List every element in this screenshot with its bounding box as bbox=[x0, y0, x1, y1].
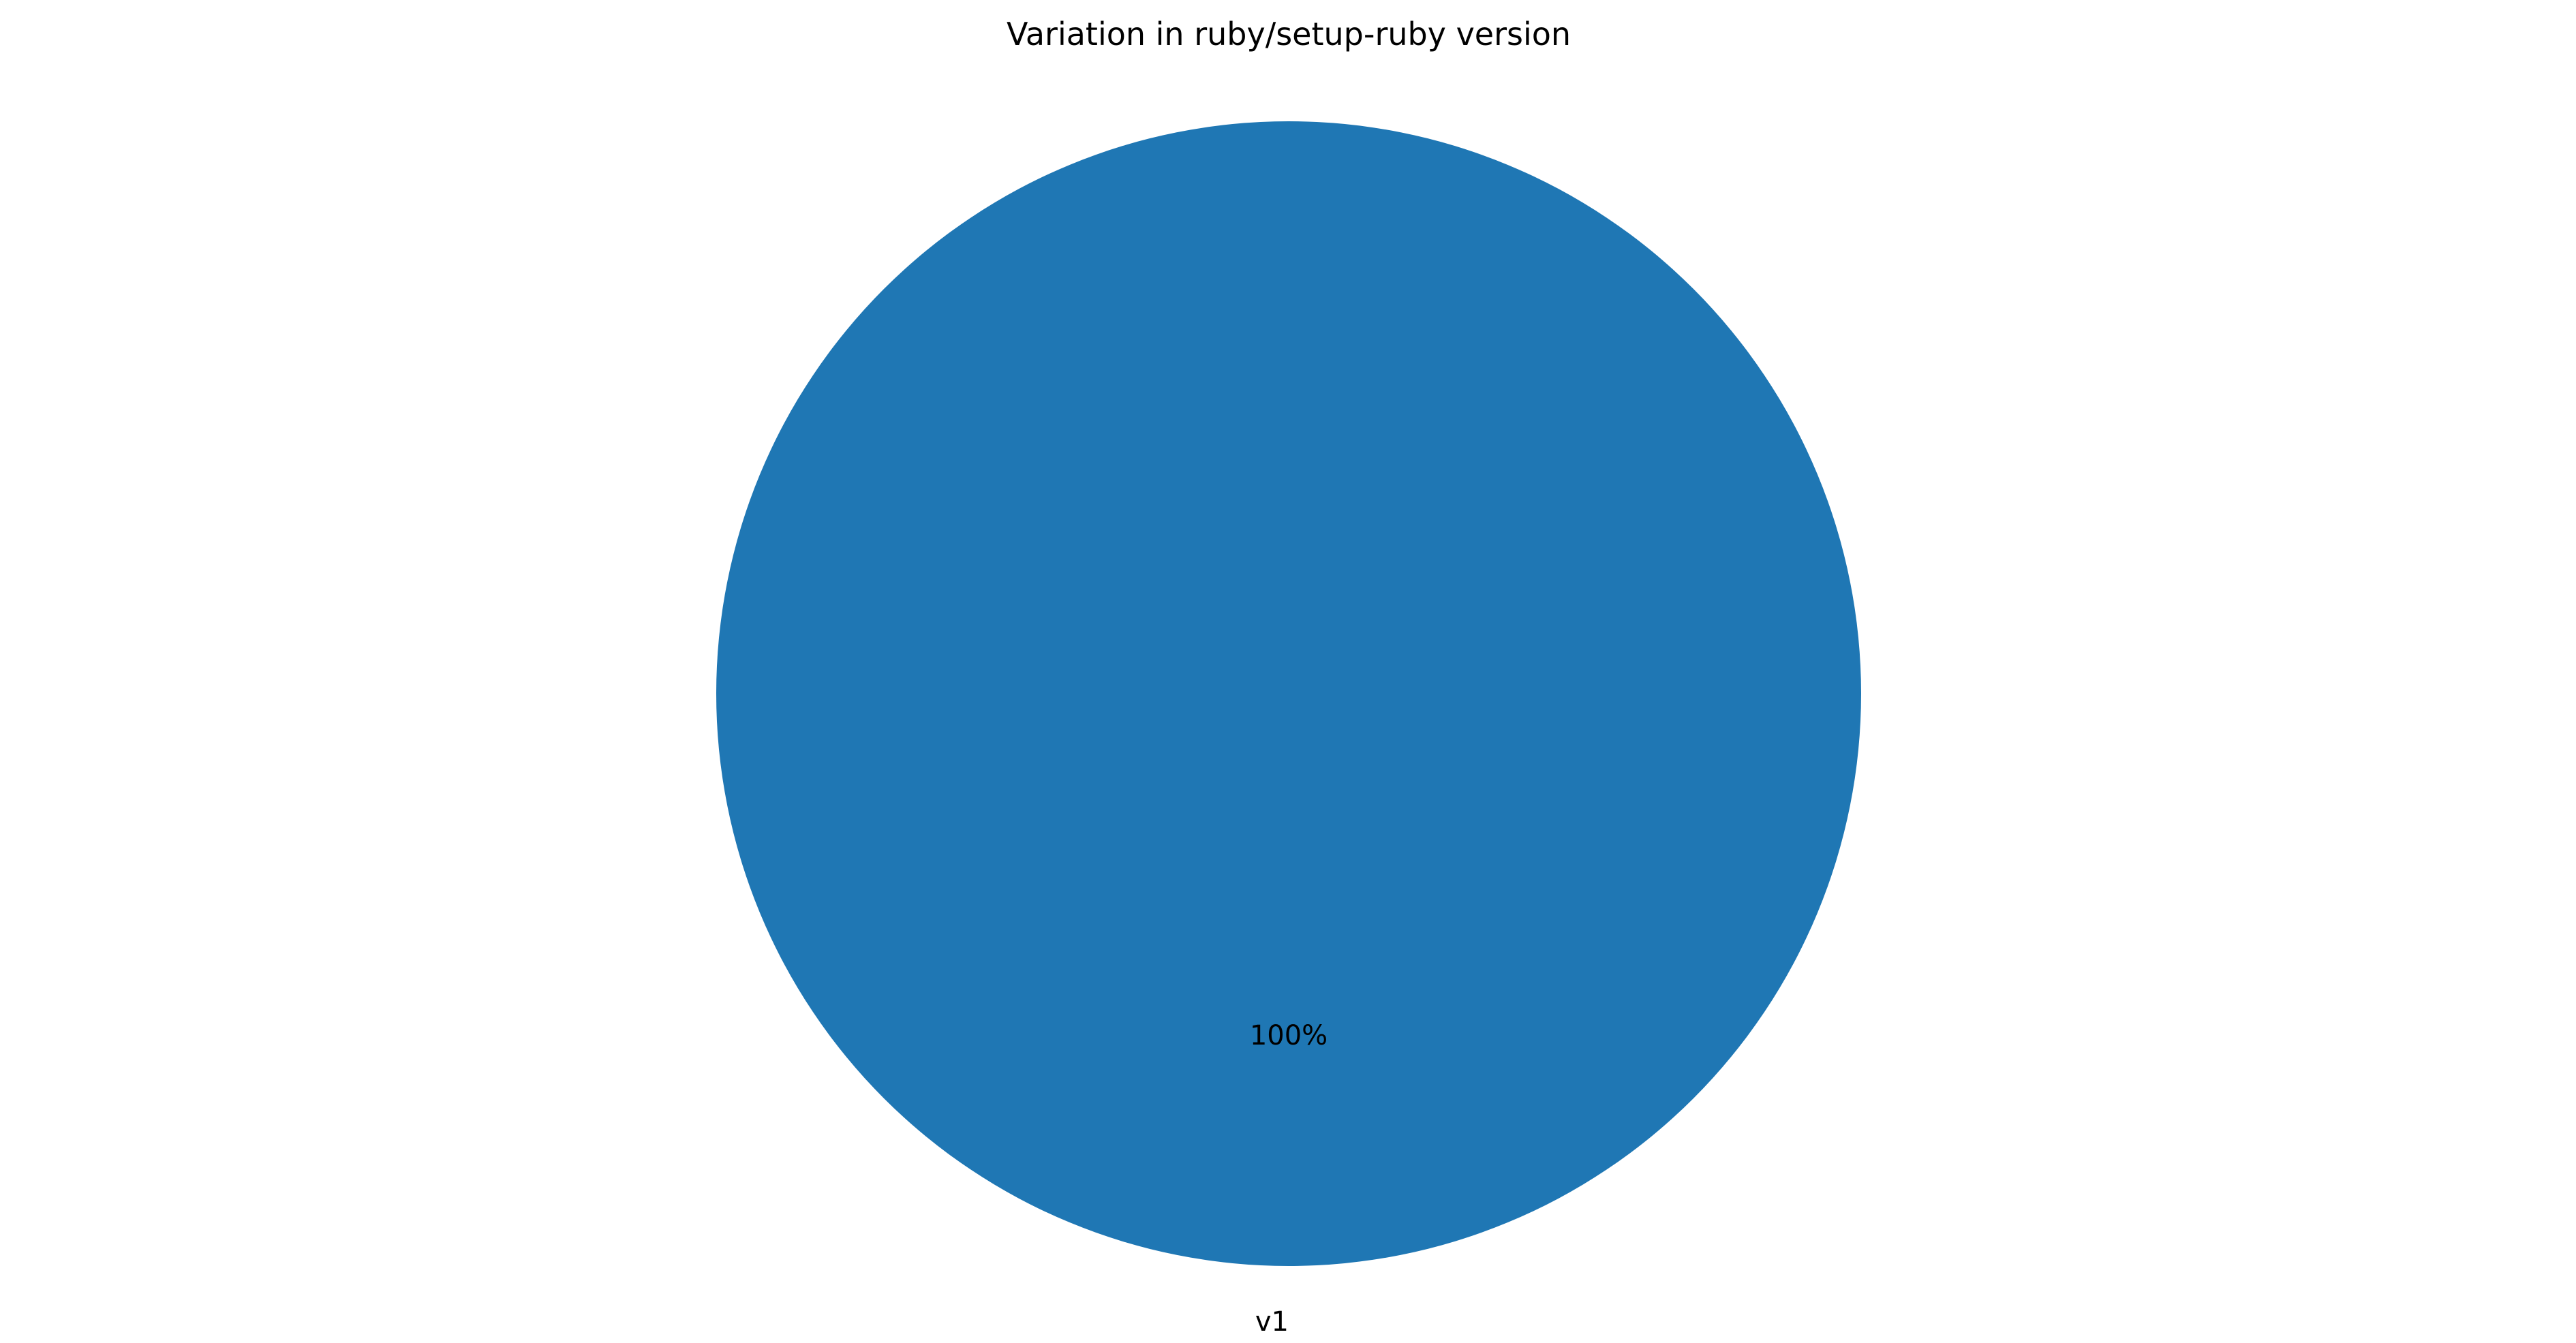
chart-title: Variation in ruby/setup-ruby version bbox=[1007, 16, 1571, 52]
pie-labels: v1 100% bbox=[1250, 1020, 1328, 1338]
slice-label: v1 bbox=[1255, 1306, 1289, 1338]
pie-slice-v1 bbox=[716, 121, 1861, 1266]
percent-label: 100% bbox=[1250, 1020, 1328, 1051]
pie-slices bbox=[716, 121, 1861, 1266]
